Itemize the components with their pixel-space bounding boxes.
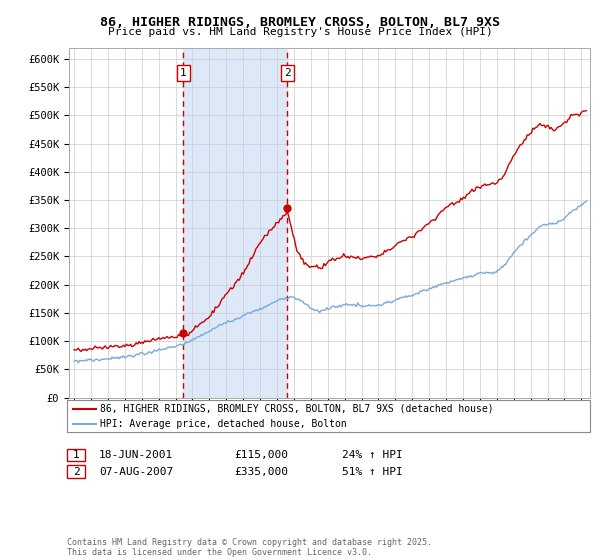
Text: 2: 2 [284,68,290,78]
Text: Contains HM Land Registry data © Crown copyright and database right 2025.
This d: Contains HM Land Registry data © Crown c… [67,538,432,557]
Text: 1: 1 [73,450,80,460]
Text: 86, HIGHER RIDINGS, BROMLEY CROSS, BOLTON, BL7 9XS: 86, HIGHER RIDINGS, BROMLEY CROSS, BOLTO… [100,16,500,29]
Text: Price paid vs. HM Land Registry's House Price Index (HPI): Price paid vs. HM Land Registry's House … [107,27,493,37]
Text: 24% ↑ HPI: 24% ↑ HPI [342,450,403,460]
Text: 07-AUG-2007: 07-AUG-2007 [99,466,173,477]
Text: 2: 2 [73,466,80,477]
Text: HPI: Average price, detached house, Bolton: HPI: Average price, detached house, Bolt… [100,419,347,429]
Text: 86, HIGHER RIDINGS, BROMLEY CROSS, BOLTON, BL7 9XS (detached house): 86, HIGHER RIDINGS, BROMLEY CROSS, BOLTO… [100,404,494,414]
Text: 1: 1 [180,68,187,78]
Text: £115,000: £115,000 [234,450,288,460]
Text: £335,000: £335,000 [234,466,288,477]
Bar [184,48,287,398]
Text: 18-JUN-2001: 18-JUN-2001 [99,450,173,460]
Text: 51% ↑ HPI: 51% ↑ HPI [342,466,403,477]
